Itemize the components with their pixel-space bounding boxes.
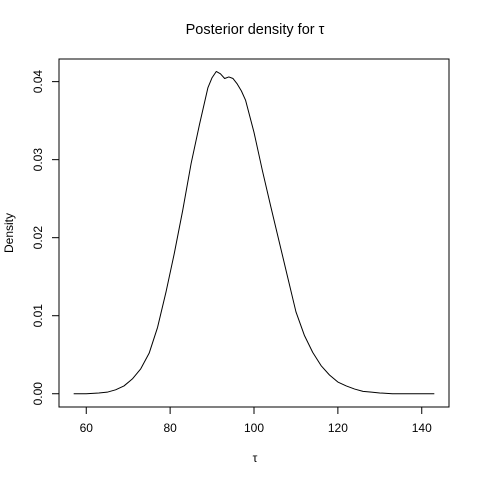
plot-area (73, 70, 435, 395)
x-tick-label: 140 (412, 421, 432, 435)
y-tick-label: 0.03 (31, 148, 45, 172)
density-curve (73, 70, 435, 395)
y-axis: 0.00 0.01 0.02 0.03 0.04 (31, 70, 60, 406)
x-tick-label: 120 (328, 421, 348, 435)
y-tick-label: 0.02 (31, 226, 45, 250)
y-axis-label: Density (2, 213, 16, 253)
x-tick-label: 100 (244, 421, 264, 435)
chart-title: Posterior density for τ (186, 22, 325, 38)
x-axis: 60 80 100 120 140 (80, 406, 432, 435)
y-tick-label: 0.04 (31, 70, 45, 94)
y-tick-label: 0.00 (31, 382, 45, 406)
plot-frame (58, 58, 450, 408)
x-tick-label: 60 (80, 421, 94, 435)
x-tick-label: 80 (163, 421, 177, 435)
y-tick-label: 0.01 (31, 304, 45, 328)
x-axis-label: τ (253, 451, 258, 465)
